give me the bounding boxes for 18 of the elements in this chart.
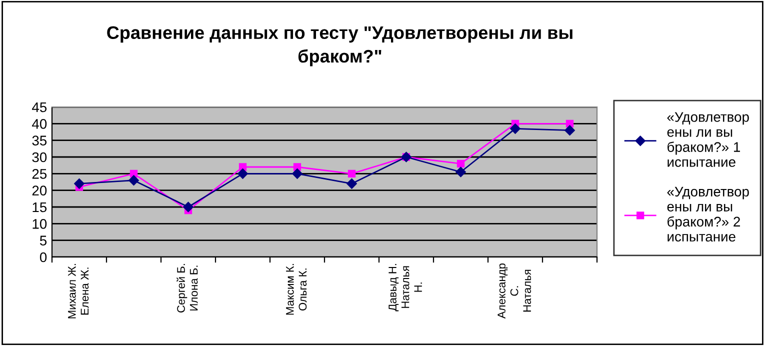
- y-tick-label: 25: [32, 169, 47, 179]
- y-tick-label: 15: [32, 202, 47, 212]
- x-tick-label: Александр С. Наталья: [498, 263, 532, 319]
- x-tick-label: Давыд Н. Наталья Н.: [388, 264, 422, 312]
- y-tick-label: 0: [40, 252, 47, 262]
- chart-title: Сравнение данных по тесту "Удовлетворены ли вы браком?": [107, 26, 572, 66]
- y-tick-label: 20: [32, 186, 47, 196]
- y-tick-label: 30: [32, 152, 47, 162]
- legend-label: «Удовлетворены ли вы браком?» 2 испытание: [667, 186, 749, 242]
- y-tick-label: 40: [32, 119, 47, 129]
- y-tick-label: 45: [32, 102, 47, 112]
- y-tick-label: 5: [40, 236, 47, 246]
- legend-label: «Удовлетворены ли вы браком?» 1 испытание: [667, 112, 749, 167]
- x-tick-label: Максим К. Ольга К.: [286, 264, 307, 315]
- x-tick-label: Михаил Ж. Елена Ж.: [68, 264, 89, 318]
- x-tick-label: Сергей Б. Илона Б.: [176, 264, 198, 312]
- y-tick-label: 10: [32, 219, 47, 229]
- y-tick-label: 35: [32, 136, 47, 146]
